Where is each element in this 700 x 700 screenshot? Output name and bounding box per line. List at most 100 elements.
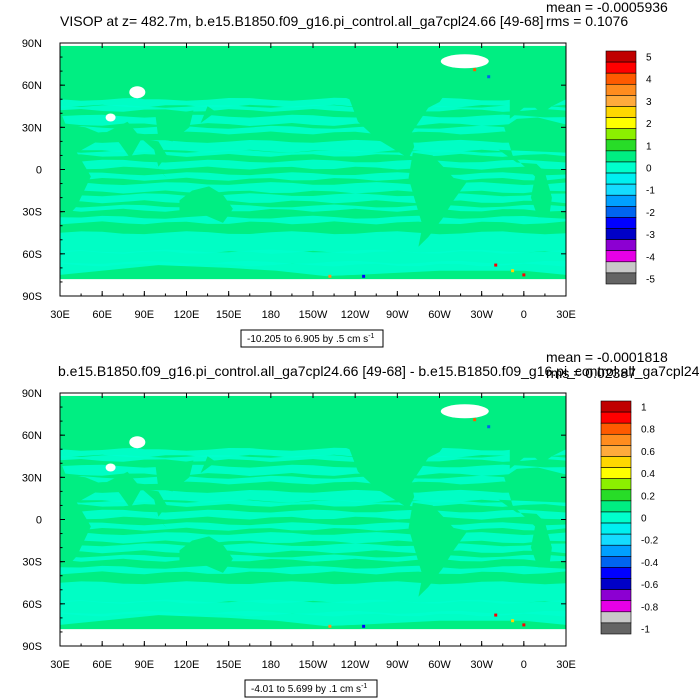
value-band: [60, 454, 566, 462]
x-tick-label: 120W: [341, 659, 370, 671]
land-mask: [509, 421, 566, 469]
outlier-cell: [362, 274, 366, 278]
y-tick-label: 90S: [22, 291, 42, 303]
land-mask: [283, 418, 447, 509]
land-mask: [60, 110, 91, 218]
colorbar-swatch: [600, 533, 632, 546]
colorbar-label: -3: [646, 230, 655, 241]
colorbar-swatch: [600, 467, 632, 479]
land-mask: [498, 467, 566, 568]
x-tick-label: 30W: [470, 309, 493, 321]
rms-stat: rms = 0.02387: [546, 365, 636, 381]
land-mask: [64, 474, 103, 503]
colorbar-swatch: [600, 589, 632, 602]
x-tick-label: 150W: [299, 659, 328, 671]
value-band: [60, 581, 566, 604]
x-tick-label: 30E: [556, 309, 576, 321]
colorbar: 5 4 3 2 1 0 -1 -2 -3 -4 -5: [605, 50, 655, 285]
colorbar-swatch: [605, 106, 637, 118]
land-mask: [179, 536, 233, 573]
colorbar-swatch: [605, 72, 637, 85]
missing-data-area: [105, 463, 116, 472]
colorbar-label: 0.4: [641, 469, 655, 480]
colorbar-swatch: [605, 172, 637, 185]
x-tick-label: 30E: [50, 309, 70, 321]
outlier-cell: [487, 425, 491, 429]
land-mask: [60, 460, 91, 568]
x-tick-label: 90E: [135, 659, 155, 671]
colorbar-swatch: [600, 567, 632, 579]
outlier-cell: [362, 624, 366, 628]
colorbar-swatch: [605, 217, 637, 229]
x-tick-label: 120E: [174, 659, 200, 671]
land-mask: [408, 502, 468, 597]
y-tick-label: 0: [36, 165, 42, 177]
panel-title: b.e15.B1850.f09_g16.pi_control.all_ga7cp…: [58, 363, 700, 379]
y-tick-label: 30N: [22, 472, 42, 484]
colorbar-swatch: [600, 500, 632, 513]
x-tick-label: 150E: [216, 659, 242, 671]
colorbar-swatch: [600, 556, 632, 568]
outlier-cell: [494, 613, 498, 617]
mean-stat: mean = -0.0005936: [546, 0, 668, 15]
y-tick-label: 30S: [22, 207, 42, 219]
colorbar-label: 0.8: [641, 425, 655, 436]
colorbar: 1 0.8 0.6 0.4 0.2 0 -0.2 -0.4 -0.6 -0.8 -1: [600, 400, 659, 635]
x-tick-label: 180: [262, 309, 280, 321]
colorbar-label: -4: [646, 252, 655, 263]
land-mask: [102, 471, 142, 509]
x-tick-label: 30W: [470, 659, 493, 671]
colorbar-swatch: [600, 478, 632, 491]
land-mask: [200, 456, 216, 474]
colorbar-swatch: [600, 400, 632, 413]
land-mask: [141, 138, 167, 167]
colorbar-label: 1: [646, 141, 652, 152]
x-tick-label: 30E: [556, 659, 576, 671]
colorbar-swatch: [605, 239, 637, 252]
range-text: -10.205 to 6.905 by .5 cm s-1: [247, 333, 375, 345]
panel-top: VISOP at z= 482.7m, b.e15.B1850.f09_g16.…: [22, 0, 668, 348]
land-mask: [64, 124, 103, 153]
x-tick-label: 60E: [92, 309, 112, 321]
map-field: [60, 43, 566, 296]
colorbar-swatch: [605, 161, 637, 174]
colorbar-swatch: [605, 250, 637, 263]
land-mask: [81, 418, 271, 450]
colorbar-label: -0.4: [641, 558, 659, 569]
x-tick-label: 60W: [428, 309, 451, 321]
land-mask: [179, 186, 233, 223]
colorbar-swatch: [605, 206, 637, 218]
colorbar-label: 3: [646, 97, 652, 108]
colorbar-label: -1: [646, 186, 655, 197]
land-mask: [509, 71, 566, 119]
missing-data-area: [129, 436, 146, 449]
outlier-cell: [522, 273, 526, 277]
y-tick-label: 30S: [22, 557, 42, 569]
y-tick-label: 60S: [22, 249, 42, 261]
y-tick-label: 0: [36, 515, 42, 527]
x-tick-label: 30E: [50, 659, 70, 671]
colorbar-label: 5: [646, 53, 652, 64]
colorbar-swatch: [605, 95, 637, 107]
colorbar-label: -1: [641, 624, 650, 635]
colorbar-label: -0.8: [641, 602, 659, 613]
y-tick-label: 60N: [22, 80, 42, 92]
x-tick-label: 150W: [299, 309, 328, 321]
colorbar-swatch: [600, 456, 632, 468]
y-tick-label: 90N: [22, 38, 42, 50]
land-mask: [155, 110, 194, 142]
colorbar-label: 0: [641, 514, 647, 525]
value-band: [60, 499, 566, 507]
value-band: [60, 139, 566, 153]
colorbar-swatch: [600, 489, 632, 502]
colorbar-swatch: [600, 411, 632, 424]
x-tick-label: 90E: [135, 309, 155, 321]
x-tick-label: 120E: [174, 309, 200, 321]
colorbar-swatch: [605, 50, 637, 63]
x-tick-label: 120W: [341, 309, 370, 321]
colorbar-swatch: [605, 139, 637, 152]
colorbar-label: 2: [646, 119, 652, 130]
x-tick-label: 60E: [92, 659, 112, 671]
colorbar-swatch: [605, 194, 637, 207]
colorbar-swatch: [600, 445, 632, 457]
